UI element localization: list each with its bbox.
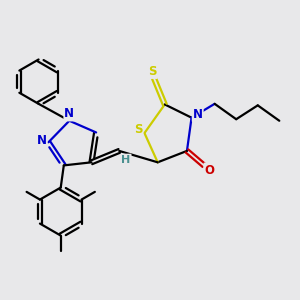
Text: N: N xyxy=(64,107,74,121)
Text: N: N xyxy=(37,134,46,147)
Text: S: S xyxy=(134,124,142,136)
Text: S: S xyxy=(148,65,157,78)
Text: O: O xyxy=(204,164,214,176)
Text: N: N xyxy=(193,108,203,121)
Text: H: H xyxy=(122,154,130,164)
